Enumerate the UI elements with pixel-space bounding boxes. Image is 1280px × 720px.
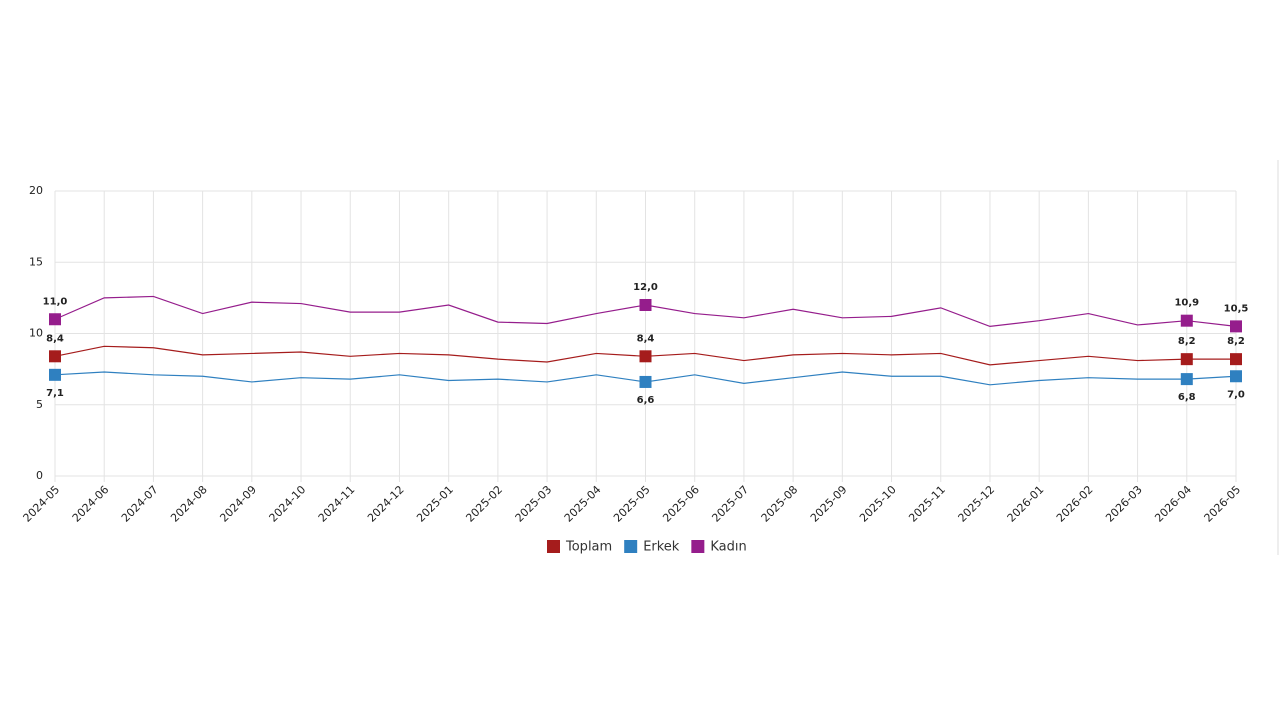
y-tick-label: 20	[29, 184, 43, 197]
x-tick-label: 2025-07	[709, 483, 751, 525]
x-tick-label: 2026-03	[1103, 483, 1145, 525]
marker	[1180, 353, 1193, 366]
marker	[49, 313, 61, 326]
x-tick-label: 2025-08	[759, 483, 801, 525]
value-label: 12,0	[633, 282, 658, 293]
marker	[639, 375, 652, 388]
marker	[1230, 370, 1242, 383]
value-label: 6,8	[1178, 392, 1196, 403]
x-tick-label: 2025-09	[808, 483, 850, 525]
value-label: 8,2	[1178, 336, 1196, 347]
x-tick-label: 2026-01	[1005, 483, 1047, 525]
marker	[639, 299, 652, 311]
value-label: 7,1	[46, 388, 64, 399]
legend-label: Toplam	[565, 540, 612, 555]
x-tick-label: 2024-06	[70, 483, 112, 525]
x-tick-label: 2026-04	[1152, 483, 1194, 525]
x-tick-label: 2024-09	[217, 483, 259, 525]
x-tick-label: 2025-01	[414, 483, 456, 525]
value-label: 10,9	[1174, 298, 1199, 309]
x-tick-label: 2024-12	[365, 483, 407, 525]
marker	[1230, 320, 1242, 333]
y-tick-label: 5	[36, 398, 43, 411]
x-tick-label: 2024-11	[316, 483, 358, 525]
y-tick-label: 0	[36, 469, 43, 482]
x-tick-label: 2025-10	[857, 483, 899, 525]
x-tick-label: 2024-07	[119, 483, 161, 525]
scrollbar	[1277, 160, 1279, 555]
value-label: 7,0	[1227, 389, 1245, 400]
x-tick-label: 2025-11	[906, 483, 948, 525]
x-tick-label: 2024-08	[168, 483, 210, 525]
x-tick-label: 2025-06	[660, 483, 702, 525]
marker	[49, 368, 61, 381]
legend-swatch	[691, 540, 705, 553]
x-tick-label: 2025-03	[513, 483, 555, 525]
x-tick-label: 2024-05	[21, 483, 63, 525]
value-label: 6,6	[637, 395, 655, 406]
x-tick-label: 2026-02	[1054, 483, 1096, 525]
marker	[1180, 373, 1193, 386]
marker	[49, 350, 61, 363]
legend-label: Erkek	[643, 540, 680, 555]
x-tick-label: 2025-05	[611, 483, 653, 525]
marker	[1180, 314, 1193, 327]
legend-label: Kadın	[710, 540, 746, 555]
value-label: 8,2	[1227, 336, 1245, 347]
x-tick-label: 2026-05	[1202, 483, 1244, 525]
legend-swatch	[624, 540, 638, 553]
legend-swatch	[547, 540, 560, 553]
marker	[1230, 353, 1242, 366]
x-tick-label: 2024-10	[267, 483, 309, 525]
x-tick-label: 2025-02	[463, 483, 505, 525]
value-label: 10,5	[1224, 303, 1249, 314]
value-label: 11,0	[43, 296, 68, 307]
y-tick-label: 15	[29, 255, 43, 268]
x-tick-label: 2025-04	[562, 483, 604, 525]
marker	[639, 350, 652, 363]
value-label: 8,4	[46, 333, 64, 344]
x-tick-label: 2025-12	[956, 483, 998, 525]
value-label: 8,4	[637, 333, 655, 344]
y-tick-label: 10	[29, 327, 43, 340]
